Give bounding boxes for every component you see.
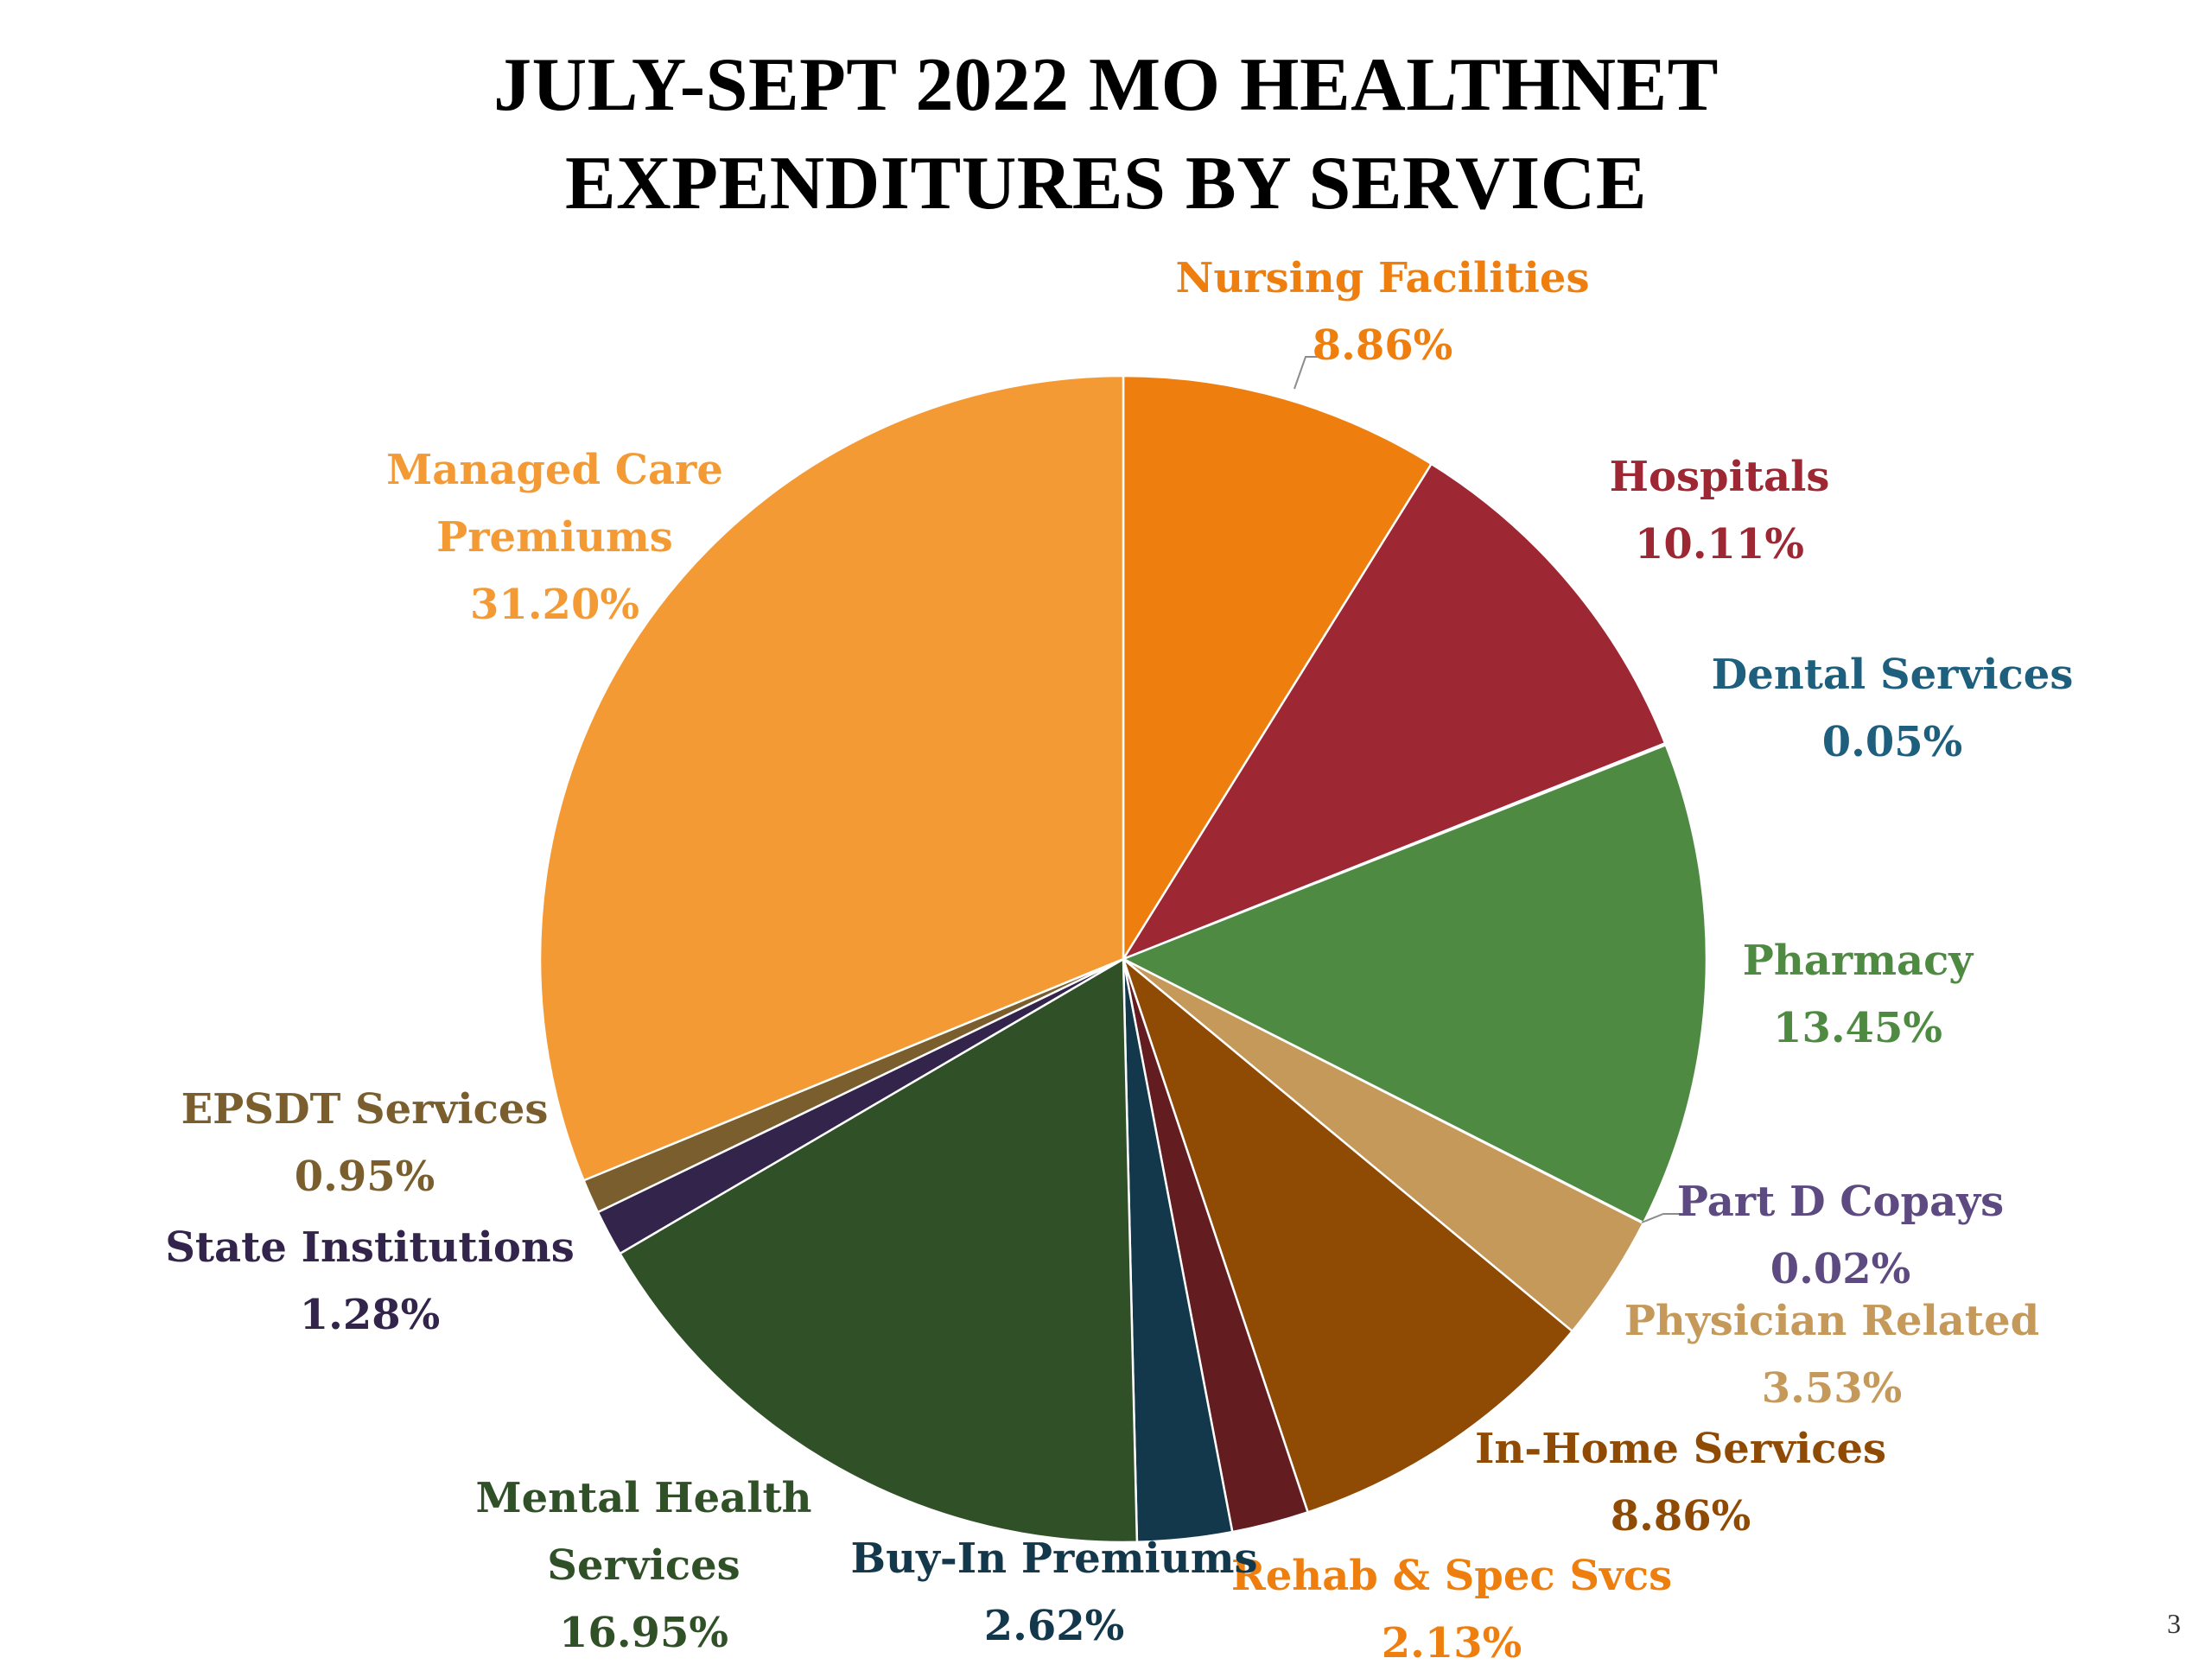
slice-mental-health-services: [619, 957, 1139, 1544]
slice-hospitals: [1122, 462, 1667, 961]
slice-managed-care-premiums: [538, 374, 1125, 1182]
slice-pharmacy: [1122, 743, 1708, 1224]
slice-in-home-services: [1122, 957, 1573, 1514]
chart-title: JULY-SEPT 2022 MO HEALTHNET EXPENDITURES…: [0, 36, 2212, 233]
chart-title-line-2: EXPENDITURES BY SERVICE: [564, 142, 1648, 226]
leader-line-nursing-facilities: [1294, 356, 1319, 390]
page-number: 3: [2167, 1608, 2181, 1639]
pie-slices: [538, 374, 1708, 1544]
chart-title-line-1: JULY-SEPT 2022 MO HEALTHNET: [493, 43, 1719, 127]
slice-nursing-facilities: [1122, 374, 1433, 961]
leader-lines: [1294, 356, 1681, 1223]
leader-line-part-d-copays: [1641, 1213, 1681, 1223]
